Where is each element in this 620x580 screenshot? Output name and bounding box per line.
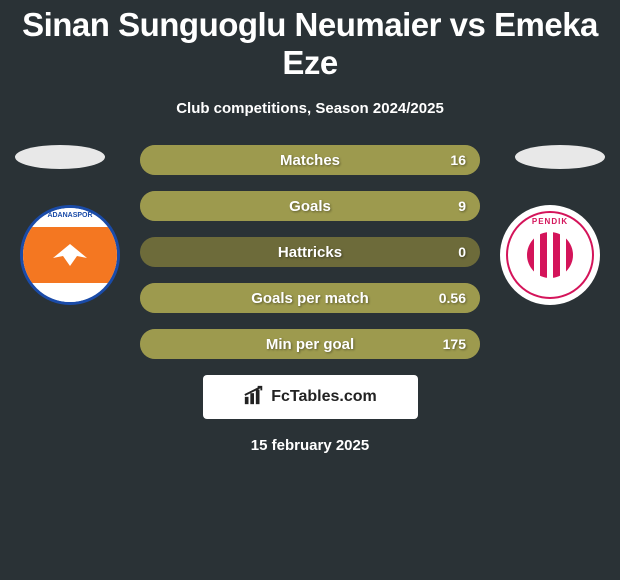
stat-value: 175 (443, 336, 466, 352)
snapshot-date: 15 february 2025 (0, 437, 620, 454)
content-area: ADANASPOR PENDIK Matches16 Goals9 Hattrick… (0, 145, 620, 485)
adanaspor-eagle-icon (23, 227, 117, 283)
pendik-stripes-icon (527, 232, 573, 278)
stat-label: Hattricks (140, 244, 480, 261)
stats-list: Matches16 Goals9 Hattricks0 Goals per match… (140, 145, 480, 359)
stat-label: Goals (140, 198, 480, 215)
stat-row: Goals per match0.56 (140, 283, 480, 313)
pendik-badge: PENDIK (500, 205, 600, 305)
stat-label: Min per goal (140, 336, 480, 353)
stat-value: 9 (458, 198, 466, 214)
fctables-branding: FcTables.com (203, 375, 418, 419)
player-pill-left (15, 145, 105, 169)
stat-row: Goals9 (140, 191, 480, 221)
stat-label: Goals per match (140, 290, 480, 307)
stat-value: 0 (458, 244, 466, 260)
stat-row: Min per goal175 (140, 329, 480, 359)
fctables-text: FcTables.com (271, 388, 377, 406)
comparison-title: Sinan Sunguoglu Neumaier vs Emeka Eze (0, 0, 620, 82)
season-subtitle: Club competitions, Season 2024/2025 (0, 100, 620, 117)
player-pill-right (515, 145, 605, 169)
adanaspor-label: ADANASPOR (23, 208, 117, 227)
adanaspor-badge: ADANASPOR (20, 205, 120, 305)
stat-value: 0.56 (439, 290, 466, 306)
stat-row: Matches16 (140, 145, 480, 175)
pendik-label: PENDIK (532, 217, 568, 226)
bars-icon (243, 384, 265, 411)
stat-row: Hattricks0 (140, 237, 480, 267)
stat-label: Matches (140, 152, 480, 169)
stat-value: 16 (450, 152, 466, 168)
